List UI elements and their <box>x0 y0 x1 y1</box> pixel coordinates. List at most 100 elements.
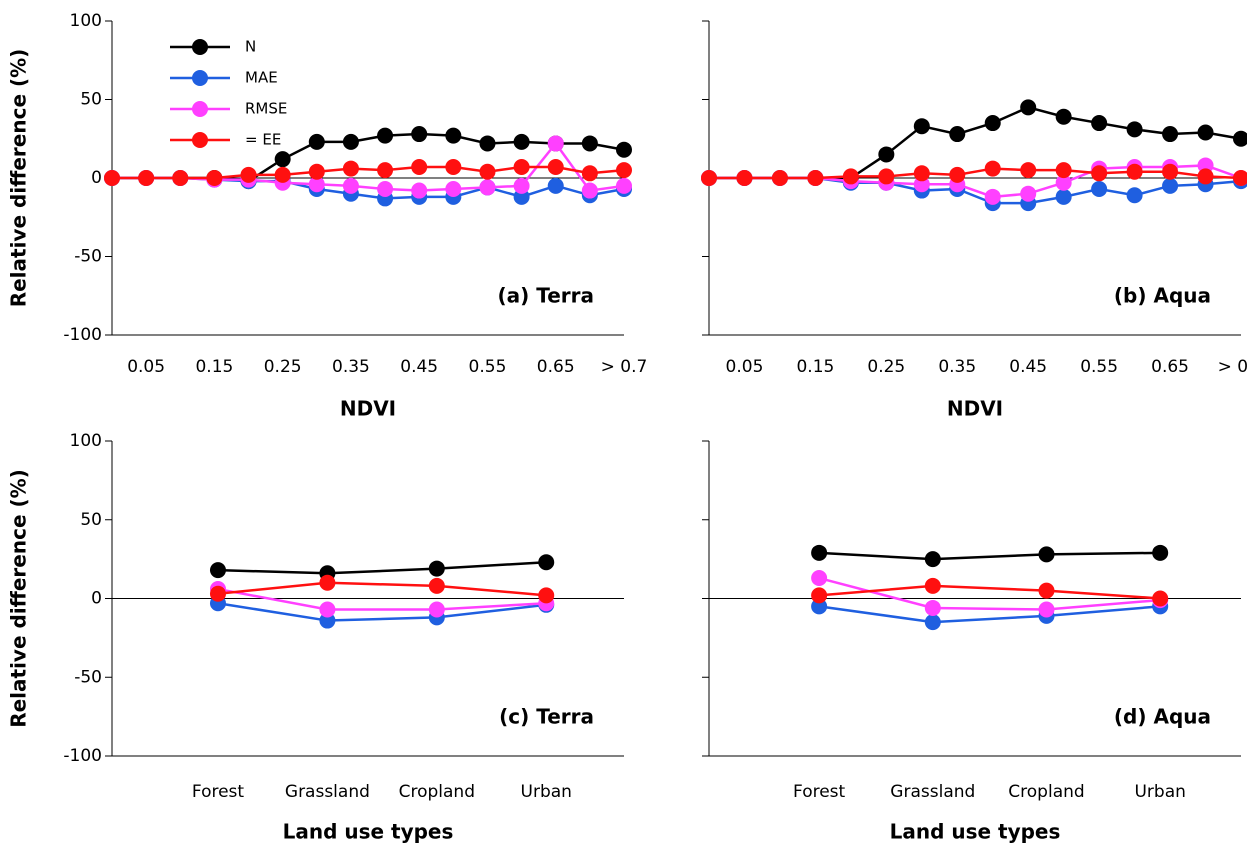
y-tick-label: 50 <box>80 90 102 110</box>
y-tick-label: -50 <box>74 247 102 267</box>
marker <box>513 177 530 194</box>
marker <box>1197 124 1214 141</box>
series-line <box>709 167 1242 180</box>
marker <box>479 179 496 196</box>
marker <box>308 133 325 150</box>
marker <box>138 170 155 186</box>
marker <box>428 601 445 618</box>
marker <box>209 585 226 602</box>
series-line <box>217 561 547 575</box>
marker <box>581 182 598 199</box>
y-axis-title: Relative difference (%) <box>7 49 31 308</box>
marker <box>701 170 717 186</box>
marker <box>811 598 828 615</box>
x-tick-label: 0.35 <box>332 357 370 377</box>
marker <box>1055 162 1072 179</box>
marker <box>878 168 895 185</box>
marker <box>616 162 632 179</box>
marker <box>1126 187 1143 204</box>
x-tick-label: 0.65 <box>537 357 575 377</box>
marker <box>274 151 291 168</box>
y-tick-label: 0 <box>91 168 102 188</box>
marker <box>1126 163 1143 180</box>
marker <box>1091 115 1108 132</box>
marker <box>428 577 445 594</box>
marker <box>377 162 394 179</box>
marker <box>342 160 359 177</box>
marker <box>308 176 325 193</box>
annotation: (c) Terra <box>499 705 594 729</box>
y-axis-title: Relative difference (%) <box>7 469 31 728</box>
x-tick-label: Cropland <box>1008 782 1084 802</box>
marker <box>581 135 598 152</box>
marker <box>1020 185 1037 202</box>
marker <box>1055 108 1072 125</box>
y-tick-label: -100 <box>63 746 102 766</box>
marker <box>240 166 257 183</box>
marker <box>411 182 428 199</box>
series-line <box>819 584 1161 600</box>
marker <box>319 601 336 618</box>
marker <box>616 177 632 194</box>
series-line <box>818 605 1161 624</box>
marker <box>924 577 941 594</box>
marker <box>1126 121 1143 138</box>
marker <box>206 170 223 186</box>
marker <box>411 126 428 143</box>
marker <box>811 570 828 587</box>
marker <box>1091 165 1108 182</box>
marker <box>842 168 859 185</box>
x-tick-label: > 0.7 <box>601 357 648 377</box>
marker <box>1162 163 1179 180</box>
marker <box>616 141 632 158</box>
x-tick-label: 0.25 <box>264 357 302 377</box>
marker <box>513 159 530 176</box>
marker <box>913 118 930 135</box>
series-line <box>217 601 547 622</box>
marker <box>479 163 496 180</box>
marker <box>479 135 496 152</box>
marker <box>308 163 325 180</box>
marker <box>342 177 359 194</box>
marker <box>984 115 1001 132</box>
legend-label: = EE <box>245 131 281 149</box>
marker <box>428 560 445 577</box>
marker <box>104 170 120 186</box>
x-tick-label: 0.25 <box>867 357 905 377</box>
marker <box>807 170 824 186</box>
marker <box>913 165 930 182</box>
x-tick-label: 0.15 <box>195 357 233 377</box>
y-tick-label: -50 <box>74 667 102 687</box>
marker <box>342 133 359 150</box>
y-tick-label: 0 <box>91 589 102 609</box>
y-tick-label: 50 <box>80 510 102 530</box>
x-tick-label: Forest <box>192 782 245 802</box>
x-tick-label: Grassland <box>285 782 370 802</box>
x-tick-label: 0.15 <box>796 357 834 377</box>
marker <box>274 166 291 183</box>
y-tick-label: -100 <box>63 325 102 345</box>
legend-label: MAE <box>245 69 278 87</box>
marker <box>513 188 530 205</box>
marker <box>445 180 462 197</box>
marker <box>1233 170 1247 186</box>
series-line <box>217 587 547 611</box>
series-line <box>709 164 1242 199</box>
legend-marker <box>192 101 208 117</box>
marker <box>1055 174 1072 191</box>
x-tick-label: Urban <box>1134 782 1185 802</box>
marker <box>319 612 336 629</box>
x-tick-label: 0.45 <box>1009 357 1047 377</box>
marker <box>1038 546 1055 563</box>
marker <box>1091 180 1108 197</box>
annotation: (d) Aqua <box>1114 705 1211 729</box>
x-tick-label: > 0.7 <box>1218 357 1247 377</box>
marker <box>1233 130 1247 147</box>
y-tick-label: 100 <box>70 431 102 451</box>
marker <box>1038 582 1055 599</box>
x-tick-label: Forest <box>793 782 846 802</box>
marker <box>1152 590 1169 607</box>
x-axis-title: NDVI <box>340 397 396 421</box>
